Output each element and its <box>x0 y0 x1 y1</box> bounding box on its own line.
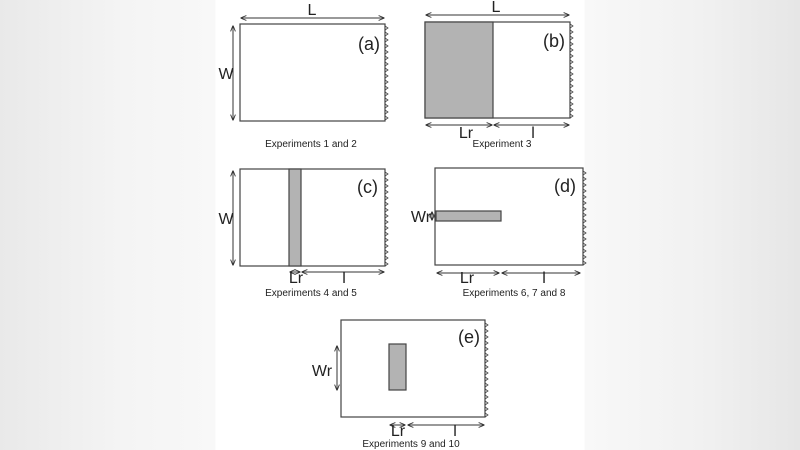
l-label: l <box>453 423 457 440</box>
boundary-ticks <box>582 170 587 266</box>
panel-label: (b) <box>543 31 565 51</box>
panel-a: L W (a) Experiments 1 and 2 <box>218 2 389 150</box>
length-label: L <box>308 2 317 19</box>
shaded-strip <box>288 168 302 267</box>
panel-label: (c) <box>357 177 378 197</box>
panel-label: (a) <box>358 34 380 54</box>
boundary-tick-mark <box>569 23 574 119</box>
panel-b: L Lr l (b) Experiment 3 <box>424 0 574 150</box>
lr-label: Lr <box>460 270 475 287</box>
boundary-tick-mark <box>384 25 389 121</box>
panel-label: (e) <box>458 327 480 347</box>
panel-e: Wr Lr l (e) Experiments 9 and 10 <box>312 319 489 450</box>
caption: Experiments 4 and 5 <box>265 288 357 299</box>
boundary-ticks <box>484 322 489 418</box>
boundary-tick-mark <box>484 322 489 418</box>
width-label: W <box>218 66 234 83</box>
length-label: L <box>492 0 501 16</box>
caption: Experiments 9 and 10 <box>362 439 460 450</box>
panel-d: Wr Lr l (d) Experiments 6, 7 and 8 <box>411 167 587 299</box>
shaded-patch <box>388 343 407 391</box>
domain-rect <box>340 319 486 418</box>
caption: Experiments 6, 7 and 8 <box>463 288 566 299</box>
boundary-tick-mark <box>582 170 587 266</box>
shaded-bar <box>435 210 502 222</box>
l-label: l <box>531 125 535 142</box>
domain-rect <box>239 23 386 122</box>
boundary-ticks <box>384 171 389 267</box>
caption: Experiments 1 and 2 <box>265 139 357 150</box>
l-label: l <box>542 270 546 287</box>
boundary-tick-mark <box>384 171 389 267</box>
wr-label: Wr <box>312 363 333 380</box>
width-label: W <box>218 211 234 228</box>
lr-label: Lr <box>459 125 474 142</box>
boundary-ticks <box>384 25 389 121</box>
l-label: l <box>342 270 346 287</box>
boundary-ticks <box>569 23 574 119</box>
panel-label: (d) <box>554 176 576 196</box>
lr-label: Lr <box>289 270 304 287</box>
wr-label: Wr <box>411 209 432 226</box>
panel-c: W Lr l (c) Experiments 4 and 5 <box>218 168 389 299</box>
shaded-region <box>424 21 494 119</box>
caption: Experiment 3 <box>473 139 532 150</box>
domain-rect <box>239 168 386 267</box>
lr-label: Lr <box>391 423 406 440</box>
